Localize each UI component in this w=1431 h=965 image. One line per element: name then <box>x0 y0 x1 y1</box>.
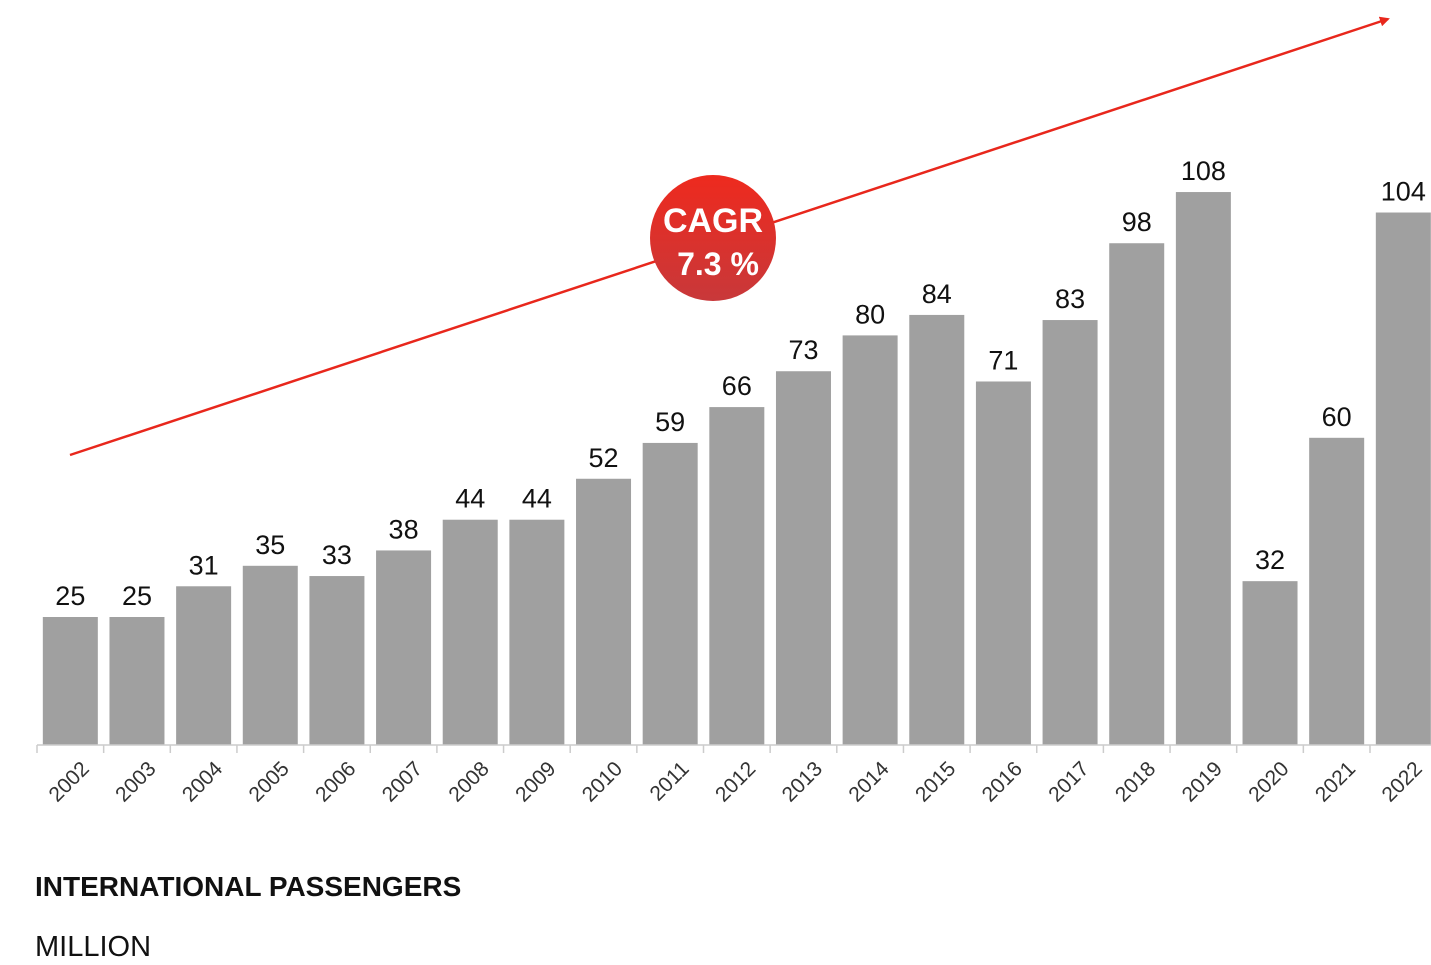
bars <box>42 192 1431 746</box>
bar <box>42 617 98 745</box>
data-label: 83 <box>1055 284 1085 314</box>
x-tick-label: 2013 <box>778 757 827 806</box>
bar <box>442 519 498 745</box>
bar <box>909 314 965 745</box>
bar <box>775 371 831 745</box>
bar <box>975 381 1031 745</box>
x-tick-label: 2009 <box>511 757 560 806</box>
data-label: 104 <box>1381 177 1426 207</box>
cagr-badge <box>650 175 776 301</box>
data-label: 71 <box>988 345 1018 375</box>
bar <box>242 565 298 745</box>
bar <box>642 442 698 745</box>
data-label: 25 <box>55 581 85 611</box>
data-label: 44 <box>522 484 552 514</box>
x-tick-label: 2019 <box>1178 757 1227 806</box>
x-tick-label: 2017 <box>1044 757 1093 806</box>
data-label: 38 <box>389 514 419 544</box>
x-tick-label: 2007 <box>378 757 427 806</box>
data-label: 66 <box>722 371 752 401</box>
data-label: 59 <box>655 407 685 437</box>
chart-subtitle: MILLION <box>35 931 151 963</box>
x-tick-label: 2010 <box>578 757 627 806</box>
data-label: 25 <box>122 581 152 611</box>
x-tick-label: 2011 <box>646 757 694 805</box>
x-tick-label: 2022 <box>1378 757 1427 806</box>
x-tick-label: 2015 <box>911 757 960 806</box>
x-tick-label: 2016 <box>978 757 1027 806</box>
bar <box>842 335 898 745</box>
x-tick-label: 2018 <box>1111 757 1160 806</box>
x-tick-label: 2003 <box>111 757 160 806</box>
x-tick-label: 2021 <box>1311 757 1360 806</box>
x-tick-label: 2006 <box>311 757 360 806</box>
x-tick-label: 2004 <box>178 757 228 807</box>
bar <box>1375 212 1431 745</box>
bar <box>176 586 232 745</box>
bar <box>1242 581 1298 745</box>
cagr-label: CAGR <box>663 202 763 240</box>
data-label: 33 <box>322 540 352 570</box>
data-label: 31 <box>189 550 219 580</box>
bar <box>709 407 765 745</box>
data-label: 84 <box>922 279 952 309</box>
x-tick-label: 2008 <box>444 757 493 806</box>
data-label: 35 <box>255 530 285 560</box>
data-label: 44 <box>455 484 485 514</box>
cagr-value: 7.3 % <box>677 246 759 282</box>
x-tick-label: 2002 <box>45 757 94 806</box>
bar <box>1175 192 1231 746</box>
bar <box>1109 243 1165 746</box>
data-label: 108 <box>1181 156 1226 186</box>
bar <box>509 519 565 745</box>
bar <box>109 617 165 745</box>
x-tick-label: 2020 <box>1244 757 1293 806</box>
x-tick-label: 2014 <box>844 757 894 807</box>
bar <box>1042 320 1098 745</box>
bar <box>1309 437 1365 745</box>
bar <box>309 576 365 745</box>
bar <box>576 478 632 745</box>
chart-title: INTERNATIONAL PASSENGERS <box>35 871 461 902</box>
x-tick-label: 2005 <box>245 757 294 806</box>
data-label: 73 <box>788 335 818 365</box>
data-label: 60 <box>1322 402 1352 432</box>
bar <box>376 550 432 745</box>
data-label: 98 <box>1122 207 1152 237</box>
data-label: 32 <box>1255 545 1285 575</box>
data-label: 52 <box>589 443 619 473</box>
x-tick-label: 2012 <box>711 757 760 806</box>
data-label: 80 <box>855 299 885 329</box>
